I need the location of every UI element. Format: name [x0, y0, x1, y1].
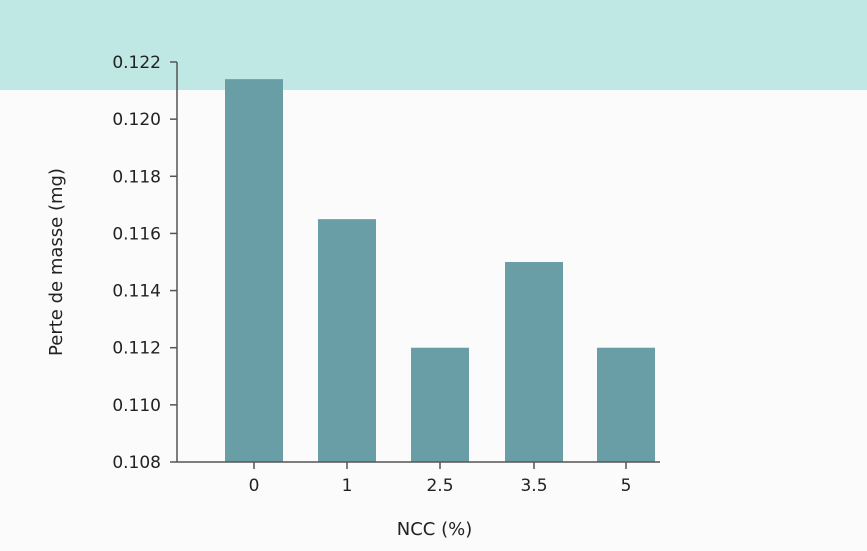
x-tick-label: 1 — [342, 476, 353, 496]
bar-1 — [318, 219, 376, 462]
y-tick-label: 0.116 — [112, 224, 161, 244]
y-tick-label: 0.118 — [112, 167, 161, 187]
x-axis-label: NCC (%) — [397, 519, 472, 540]
y-tick-label: 0.112 — [112, 339, 161, 359]
x-ticks-group: 0 1 2.5 3.5 5 — [249, 462, 632, 496]
bar-3.5 — [505, 262, 563, 462]
y-tick-label: 0.122 — [112, 53, 161, 73]
header-band — [0, 0, 867, 90]
bar-2.5 — [411, 347, 469, 462]
x-tick-label: 2.5 — [426, 476, 453, 496]
bar-5 — [597, 347, 655, 462]
x-tick-label: 5 — [621, 476, 632, 496]
y-tick-label: 0.120 — [112, 110, 161, 130]
y-ticks-group: 0.108 0.110 0.112 0.114 0.116 0.118 0.120 0.122 — [112, 53, 177, 473]
y-tick-label: 0.114 — [112, 282, 161, 302]
x-tick-label: 3.5 — [520, 476, 547, 496]
axes-group — [176, 62, 660, 463]
bars-group — [225, 79, 655, 463]
y-tick-label: 0.110 — [112, 396, 161, 416]
bar-0 — [225, 79, 283, 463]
page-background — [0, 90, 867, 551]
y-axis-label: Perte de masse (mg) — [46, 168, 67, 356]
y-tick-label: 0.108 — [112, 453, 161, 473]
x-tick-label: 0 — [249, 476, 260, 496]
